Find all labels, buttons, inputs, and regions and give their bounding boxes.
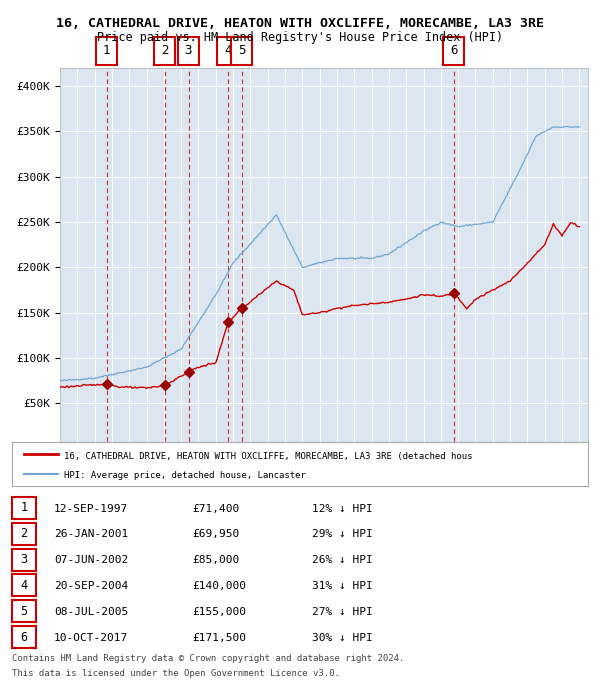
- Text: £85,000: £85,000: [192, 555, 239, 565]
- Text: 07-JUN-2002: 07-JUN-2002: [54, 555, 128, 565]
- Text: £171,500: £171,500: [192, 632, 246, 643]
- Text: 16, CATHEDRAL DRIVE, HEATON WITH OXCLIFFE, MORECAMBE, LA3 3RE: 16, CATHEDRAL DRIVE, HEATON WITH OXCLIFF…: [56, 17, 544, 30]
- Text: 29% ↓ HPI: 29% ↓ HPI: [312, 529, 373, 539]
- Text: 6: 6: [450, 44, 458, 58]
- Text: 2: 2: [20, 527, 28, 540]
- Text: 4: 4: [20, 579, 28, 592]
- Text: 31% ↓ HPI: 31% ↓ HPI: [312, 581, 373, 591]
- Text: 27% ↓ HPI: 27% ↓ HPI: [312, 607, 373, 617]
- Text: 1: 1: [20, 501, 28, 514]
- Text: 2: 2: [161, 44, 169, 58]
- Text: 10-OCT-2017: 10-OCT-2017: [54, 632, 128, 643]
- Text: 3: 3: [185, 44, 192, 58]
- Text: 20-SEP-2004: 20-SEP-2004: [54, 581, 128, 591]
- Text: 3: 3: [20, 553, 28, 566]
- Text: £155,000: £155,000: [192, 607, 246, 617]
- Text: Price paid vs. HM Land Registry's House Price Index (HPI): Price paid vs. HM Land Registry's House …: [97, 31, 503, 44]
- Text: 4: 4: [224, 44, 232, 58]
- Text: This data is licensed under the Open Government Licence v3.0.: This data is licensed under the Open Gov…: [12, 669, 340, 678]
- Text: 08-JUL-2005: 08-JUL-2005: [54, 607, 128, 617]
- Text: £69,950: £69,950: [192, 529, 239, 539]
- Text: 5: 5: [238, 44, 245, 58]
- Text: Contains HM Land Registry data © Crown copyright and database right 2024.: Contains HM Land Registry data © Crown c…: [12, 654, 404, 663]
- Text: 16, CATHEDRAL DRIVE, HEATON WITH OXCLIFFE, MORECAMBE, LA3 3RE (detached hous: 16, CATHEDRAL DRIVE, HEATON WITH OXCLIFF…: [64, 452, 472, 460]
- Text: 12% ↓ HPI: 12% ↓ HPI: [312, 503, 373, 513]
- Text: 26-JAN-2001: 26-JAN-2001: [54, 529, 128, 539]
- Text: HPI: Average price, detached house, Lancaster: HPI: Average price, detached house, Lanc…: [64, 471, 306, 480]
- Text: 6: 6: [20, 630, 28, 643]
- Text: 1: 1: [103, 44, 110, 58]
- Text: 30% ↓ HPI: 30% ↓ HPI: [312, 632, 373, 643]
- Text: 5: 5: [20, 605, 28, 617]
- Text: £71,400: £71,400: [192, 503, 239, 513]
- Text: 12-SEP-1997: 12-SEP-1997: [54, 503, 128, 513]
- Text: 26% ↓ HPI: 26% ↓ HPI: [312, 555, 373, 565]
- Text: £140,000: £140,000: [192, 581, 246, 591]
